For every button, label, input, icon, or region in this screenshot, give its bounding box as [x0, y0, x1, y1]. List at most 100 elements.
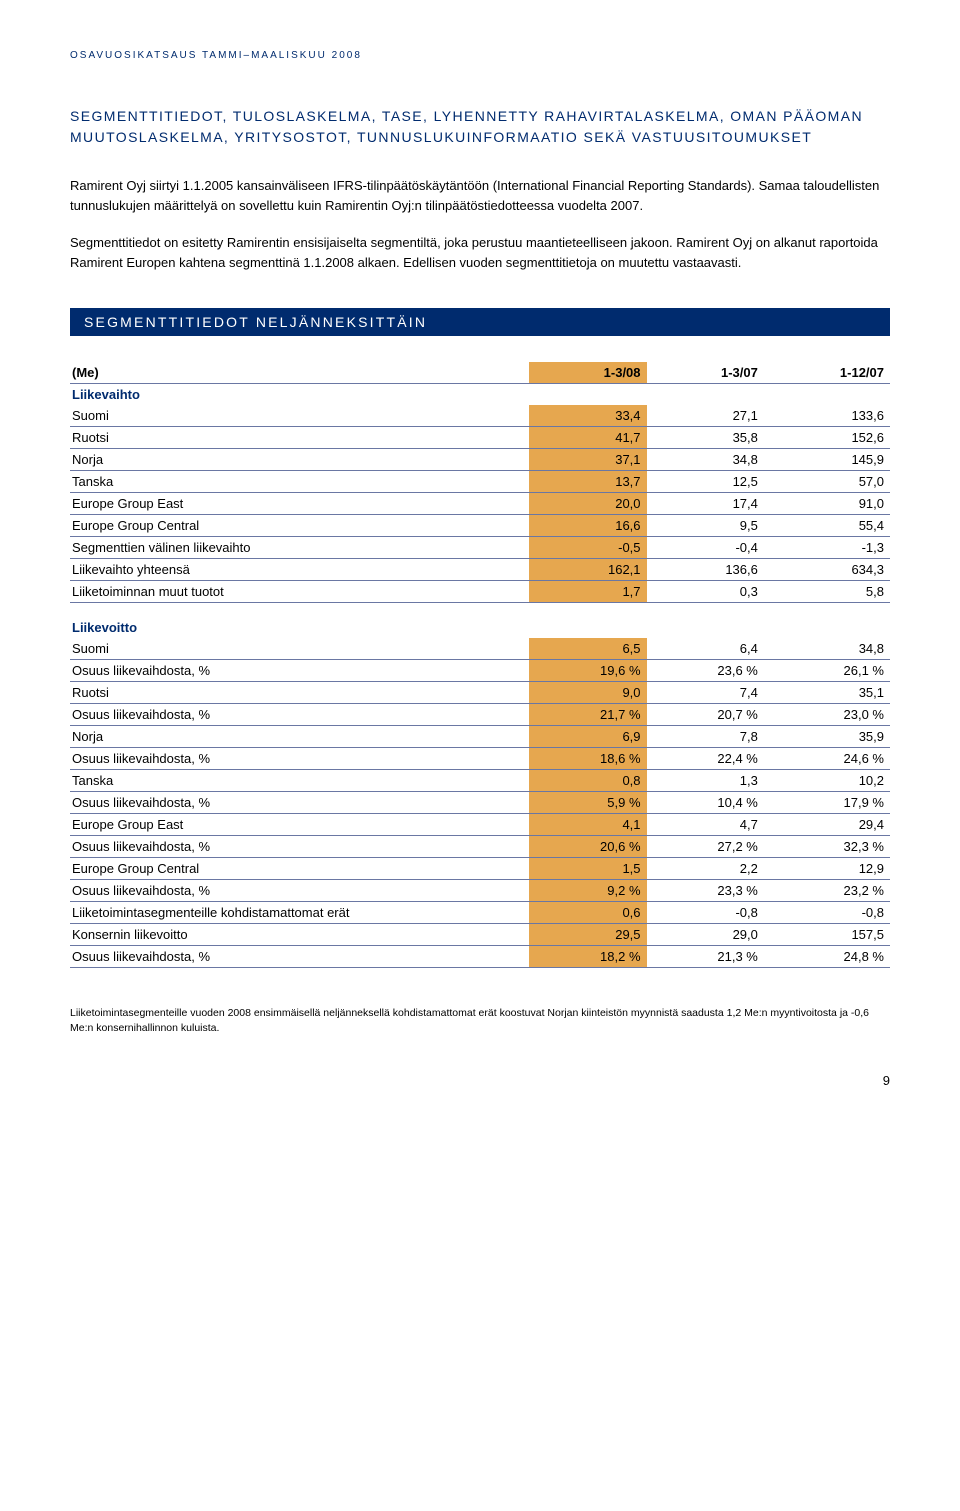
- row-value: 41,7: [529, 427, 646, 449]
- row-value: 20,7 %: [647, 703, 764, 725]
- row-label: Ruotsi: [70, 427, 529, 449]
- row-value: 29,4: [764, 813, 890, 835]
- row-value: 32,3 %: [764, 835, 890, 857]
- row-value: 29,5: [529, 923, 646, 945]
- row-value: 9,2 %: [529, 879, 646, 901]
- row-value: 29,0: [647, 923, 764, 945]
- row-value: 634,3: [764, 559, 890, 581]
- table-header-row: (Me) 1-3/08 1-3/07 1-12/07: [70, 362, 890, 384]
- row-value: -0,8: [647, 901, 764, 923]
- row-value: 27,2 %: [647, 835, 764, 857]
- row-value: 21,7 %: [529, 703, 646, 725]
- row-value: 19,6 %: [529, 659, 646, 681]
- page-number: 9: [70, 1073, 890, 1088]
- row-value: 24,6 %: [764, 747, 890, 769]
- row-value: 162,1: [529, 559, 646, 581]
- row-label: Ruotsi: [70, 681, 529, 703]
- row-label: Tanska: [70, 769, 529, 791]
- table-row: Osuus liikevaihdosta, %18,2 %21,3 %24,8 …: [70, 945, 890, 967]
- row-value: 4,1: [529, 813, 646, 835]
- col-header-label: (Me): [70, 362, 529, 384]
- row-value: 23,0 %: [764, 703, 890, 725]
- row-value: 37,1: [529, 449, 646, 471]
- row-value: 16,6: [529, 515, 646, 537]
- row-label: Tanska: [70, 471, 529, 493]
- row-value: 157,5: [764, 923, 890, 945]
- row-label: Osuus liikevaihdosta, %: [70, 703, 529, 725]
- table-category-label: Liikevoitto: [70, 617, 890, 638]
- col-header-period-1: 1-3/08: [529, 362, 646, 384]
- row-label: Osuus liikevaihdosta, %: [70, 791, 529, 813]
- row-value: 35,8: [647, 427, 764, 449]
- row-value: 1,7: [529, 581, 646, 603]
- row-value: 6,4: [647, 638, 764, 660]
- row-value: 2,2: [647, 857, 764, 879]
- page-header: OSAVUOSIKATSAUS TAMMI–MAALISKUU 2008: [70, 50, 890, 61]
- table-row: Norja37,134,8145,9: [70, 449, 890, 471]
- table-category-row: Liikevaihto: [70, 384, 890, 406]
- table-row: Liiketoimintasegmenteille kohdistamattom…: [70, 901, 890, 923]
- row-value: 18,6 %: [529, 747, 646, 769]
- row-value: 4,7: [647, 813, 764, 835]
- table-row: Ruotsi9,07,435,1: [70, 681, 890, 703]
- row-label: Segmenttien välinen liikevaihto: [70, 537, 529, 559]
- table-row: Osuus liikevaihdosta, %18,6 %22,4 %24,6 …: [70, 747, 890, 769]
- section-heading: SEGMENTTITIEDOT, TULOSLASKELMA, TASE, LY…: [70, 106, 890, 148]
- row-value: 33,4: [529, 405, 646, 427]
- table-row: Liiketoiminnan muut tuotot1,70,35,8: [70, 581, 890, 603]
- row-label: Osuus liikevaihdosta, %: [70, 835, 529, 857]
- row-label: Osuus liikevaihdosta, %: [70, 659, 529, 681]
- row-value: 22,4 %: [647, 747, 764, 769]
- col-header-period-2: 1-3/07: [647, 362, 764, 384]
- table-row: Liikevaihto yhteensä162,1136,6634,3: [70, 559, 890, 581]
- footnote-text: Liiketoimintasegmenteille vuoden 2008 en…: [70, 1006, 890, 1038]
- row-label: Suomi: [70, 638, 529, 660]
- row-value: 133,6: [764, 405, 890, 427]
- row-value: 12,5: [647, 471, 764, 493]
- row-value: 34,8: [764, 638, 890, 660]
- table-row: Ruotsi41,735,8152,6: [70, 427, 890, 449]
- row-value: -0,5: [529, 537, 646, 559]
- row-value: 10,2: [764, 769, 890, 791]
- row-value: -0,8: [764, 901, 890, 923]
- table-row: Norja6,97,835,9: [70, 725, 890, 747]
- row-label: Liiketoiminnan muut tuotot: [70, 581, 529, 603]
- row-value: 23,3 %: [647, 879, 764, 901]
- table-row: Europe Group East4,14,729,4: [70, 813, 890, 835]
- col-header-period-3: 1-12/07: [764, 362, 890, 384]
- row-value: 55,4: [764, 515, 890, 537]
- row-value: 27,1: [647, 405, 764, 427]
- row-label: Osuus liikevaihdosta, %: [70, 945, 529, 967]
- table-row: Konsernin liikevoitto29,529,0157,5: [70, 923, 890, 945]
- table-section-banner: SEGMENTTITIEDOT NELJÄNNEKSITTÄIN: [70, 308, 890, 336]
- table-row: Osuus liikevaihdosta, %20,6 %27,2 %32,3 …: [70, 835, 890, 857]
- segment-data-table: (Me) 1-3/08 1-3/07 1-12/07 Liikevaihto Su…: [70, 362, 890, 968]
- row-value: 1,3: [647, 769, 764, 791]
- table-row: Europe Group Central16,69,555,4: [70, 515, 890, 537]
- row-value: 34,8: [647, 449, 764, 471]
- row-value: 6,5: [529, 638, 646, 660]
- row-label: Norja: [70, 725, 529, 747]
- table-row: Europe Group East20,017,491,0: [70, 493, 890, 515]
- row-label: Osuus liikevaihdosta, %: [70, 747, 529, 769]
- row-label: Europe Group Central: [70, 515, 529, 537]
- row-value: 7,4: [647, 681, 764, 703]
- intro-paragraph-1: Ramirent Oyj siirtyi 1.1.2005 kansainväl…: [70, 176, 890, 215]
- row-value: 18,2 %: [529, 945, 646, 967]
- row-label: Konsernin liikevoitto: [70, 923, 529, 945]
- row-value: 145,9: [764, 449, 890, 471]
- row-value: 17,4: [647, 493, 764, 515]
- row-value: 20,6 %: [529, 835, 646, 857]
- table-row: Osuus liikevaihdosta, %21,7 %20,7 %23,0 …: [70, 703, 890, 725]
- row-label: Norja: [70, 449, 529, 471]
- row-value: 9,0: [529, 681, 646, 703]
- row-value: 0,8: [529, 769, 646, 791]
- row-value: 17,9 %: [764, 791, 890, 813]
- table-row: Suomi6,56,434,8: [70, 638, 890, 660]
- row-value: 23,2 %: [764, 879, 890, 901]
- row-value: 10,4 %: [647, 791, 764, 813]
- table-row: Osuus liikevaihdosta, %19,6 %23,6 %26,1 …: [70, 659, 890, 681]
- row-value: 0,3: [647, 581, 764, 603]
- row-value: 5,9 %: [529, 791, 646, 813]
- row-value: 20,0: [529, 493, 646, 515]
